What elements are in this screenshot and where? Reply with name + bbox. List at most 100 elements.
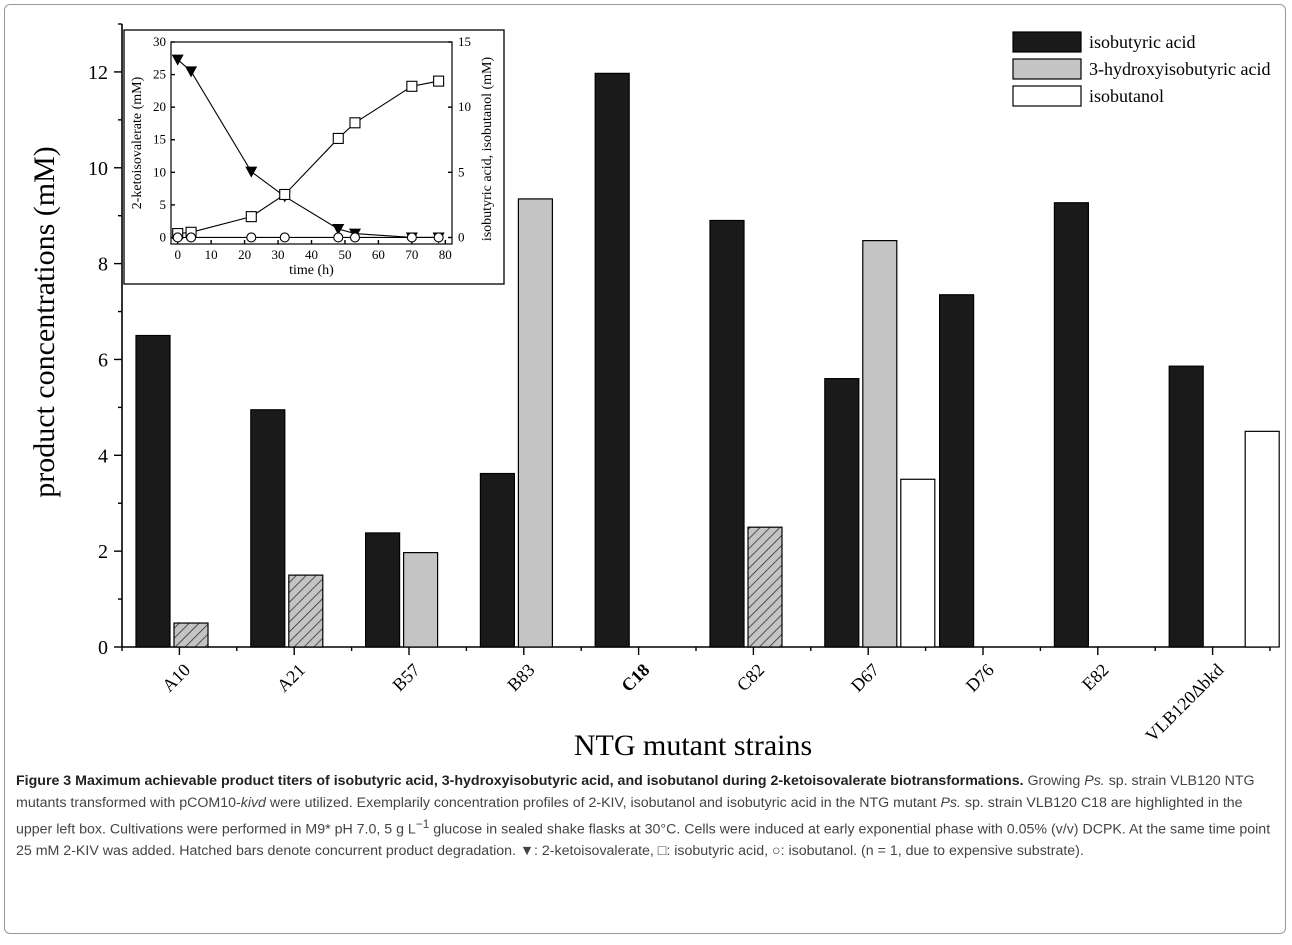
bar-isobutyric-acid xyxy=(1053,202,1090,648)
caption-text: sp. strain VLB120 C18 are highlighted in… xyxy=(16,794,1243,838)
legend-swatch xyxy=(1012,31,1082,53)
y-tick-label: 12 xyxy=(88,62,108,84)
y-tick-label: 4 xyxy=(98,445,108,467)
inset-x-tick-label: 80 xyxy=(439,247,452,262)
inset-point-2-ketoisovalerate xyxy=(171,54,184,66)
bar-isobutyric-acid xyxy=(709,219,745,648)
x-tick-label: D67 xyxy=(847,660,883,696)
inset-point-isobutyric-acid xyxy=(433,75,445,87)
x-axis-title: NTG mutant strains xyxy=(574,729,812,762)
inset-point-isobutanol xyxy=(246,232,257,243)
inset-x-tick-label: 60 xyxy=(372,247,385,262)
inset-x-tick-label: 50 xyxy=(338,247,351,262)
inset-y-tick-label: 30 xyxy=(153,34,166,49)
legend: isobutyric acid 3-hydroxyisobutyric acid i… xyxy=(1012,31,1270,107)
x-tick-label: E82 xyxy=(1078,660,1113,695)
inset-chart: 0 10 20 30 40 50 60 70 80 0 5 10 15 20 25 30 0 5 10 15 time … xyxy=(123,29,505,285)
caption-text: Growing xyxy=(1023,773,1085,789)
inset-point-isobutyric-acid xyxy=(279,188,291,201)
x-tick-label: C82 xyxy=(733,660,768,695)
inset-point-isobutyric-acid xyxy=(332,132,344,144)
x-tick-label: VLB120Δbkd xyxy=(1141,660,1227,746)
inset-point-isobutanol xyxy=(333,232,344,243)
legend-label: isobutyric acid xyxy=(1089,32,1195,52)
inset-frame xyxy=(123,29,505,285)
bar-3-hydroxyisobutyric-acid xyxy=(517,198,554,648)
caption-text: sp. strain VLB120 NTG mutants transforme… xyxy=(16,773,1255,811)
inset-series-line-isobutyric-acid xyxy=(177,80,439,235)
inset-series-line-2-ketoisovalerate xyxy=(177,59,439,239)
legend-swatch xyxy=(1012,85,1082,107)
bar-isobutyric-acid xyxy=(594,72,630,648)
inset-y2-tick-label: 10 xyxy=(458,99,471,114)
y-tick-label: 6 xyxy=(98,349,108,371)
x-tick-label: A10 xyxy=(158,660,194,696)
bar-isobutyric-acid xyxy=(365,532,401,648)
inset-point-isobutyric-acid xyxy=(406,80,418,92)
caption-superscript: −1 xyxy=(415,817,430,831)
inset-point-isobutyric-acid xyxy=(349,117,361,129)
inset-x-tick-label: 10 xyxy=(205,247,218,262)
y-axis-title: product concentrations (mM) xyxy=(28,146,61,498)
legend-label: isobutanol xyxy=(1089,86,1164,106)
inset-y2-tick-label: 0 xyxy=(458,229,465,244)
figure-chart: 0 2 4 6 8 10 12 A10 A21 B57 B83 C18 C82 D67 D76 E82 VLB1… xyxy=(28,23,1280,762)
bar-3-hydroxyisobutyric-acid xyxy=(288,574,324,648)
inset-point-isobutanol xyxy=(349,232,361,243)
inset-y2-tick-label: 5 xyxy=(458,164,465,179)
y-tick-label: 8 xyxy=(98,254,108,276)
bar-isobutyric-acid xyxy=(135,334,171,648)
bar-isobutyric-acid xyxy=(479,472,515,648)
caption-text: were utilized. Exemplarily concentration… xyxy=(265,794,941,811)
bar-isobutanol xyxy=(1244,430,1280,648)
inset-y2-tick-label: 15 xyxy=(458,34,471,49)
bar-3-hydroxyisobutyric-acid xyxy=(747,526,783,648)
inset-point-isobutyric-acid xyxy=(245,211,257,223)
x-tick-label: D76 xyxy=(962,660,998,696)
y-tick-label: 10 xyxy=(88,158,108,180)
inset-point-isobutanol xyxy=(279,232,290,243)
y-tick-label: 2 xyxy=(98,541,108,563)
y-tick-label: 0 xyxy=(98,637,108,659)
x-tick-label: B57 xyxy=(388,660,423,695)
caption-title: Figure 3 Maximum achievable product tite… xyxy=(16,773,1024,789)
inset-y-axis-title: 2-ketoisovalerate (mM) xyxy=(130,76,145,209)
inset-point-2-ketoisovalerate xyxy=(245,166,258,178)
bar-isobutyric-acid xyxy=(1168,365,1204,648)
inset-y2-axis-title: isobutyric acid, isobutanol (mM) xyxy=(480,57,495,242)
inset-x-tick-label: 30 xyxy=(272,247,285,262)
bar-3-hydroxyisobutyric-acid xyxy=(403,551,439,648)
bar-isobutyric-acid xyxy=(938,294,975,648)
inset-point-isobutanol xyxy=(172,232,183,243)
inset-y-tick-label: 5 xyxy=(160,197,167,212)
inset-y-tick-label: 20 xyxy=(153,99,166,114)
figure-caption: Figure 3 Maximum achievable product tite… xyxy=(16,771,1278,863)
caption-text: Ps. xyxy=(1084,773,1105,789)
inset-point-isobutanol xyxy=(406,232,417,243)
inset-point-2-ketoisovalerate xyxy=(185,66,198,78)
legend-label: 3-hydroxyisobutyric acid xyxy=(1089,59,1270,79)
inset-x-axis-title: time (h) xyxy=(289,263,334,278)
caption-text: Ps. xyxy=(940,794,961,811)
x-tick-label: A21 xyxy=(273,660,309,696)
bar-marks xyxy=(135,72,1280,648)
bar-isobutyric-acid xyxy=(250,409,286,648)
x-tick-label: B83 xyxy=(503,660,538,695)
inset-y-tick-label: 15 xyxy=(153,132,166,147)
caption-text: kivd xyxy=(240,794,266,811)
inset-x-tick-label: 40 xyxy=(305,247,318,262)
inset-x-tick-label: 20 xyxy=(238,247,251,262)
x-tick-label: C18 xyxy=(617,660,653,696)
caption-text: glucose in sealed shake flasks at 30°C. … xyxy=(16,821,1271,860)
bar-isobutyric-acid xyxy=(824,378,860,648)
inset-x-tick-label: 0 xyxy=(174,247,181,262)
bar-3-hydroxyisobutyric-acid xyxy=(173,622,209,648)
bar-isobutanol xyxy=(900,478,936,648)
inset-point-2-ketoisovalerate xyxy=(332,224,345,236)
inset-y-tick-label: 25 xyxy=(153,67,166,82)
inset-y-tick-label: 0 xyxy=(160,229,167,244)
inset-point-isobutanol xyxy=(186,232,197,243)
inset-x-tick-label: 70 xyxy=(405,247,418,262)
inset-y-tick-label: 10 xyxy=(153,164,166,179)
inset-point-isobutanol xyxy=(433,232,444,243)
